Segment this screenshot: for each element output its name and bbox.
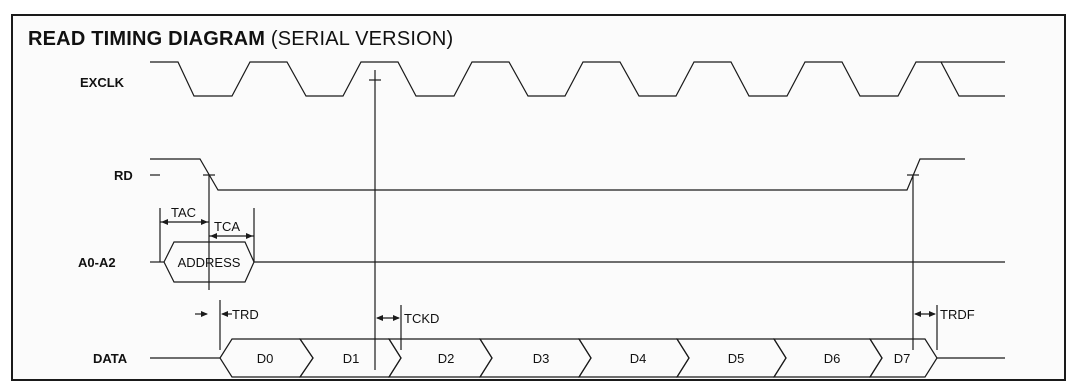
tac-arrowhead-right [201, 219, 208, 225]
data-word-d1: D1 [343, 351, 360, 366]
title-bold: READ TIMING DIAGRAM [28, 28, 266, 50]
trd-arrowhead-right [221, 311, 228, 317]
data-word-d0: D0 [257, 351, 274, 366]
signal-label-rd: RD [114, 168, 133, 183]
timing-label-tckd: TCKD [404, 311, 439, 326]
signal-label-addr: A0-A2 [78, 255, 116, 270]
timing-label-trd: TRD [232, 307, 259, 322]
diagram-title: READ TIMING DIAGRAM (SERIAL VERSION) [28, 28, 453, 51]
trdf-arrowhead-right [929, 311, 936, 317]
trd-arrowhead-left [201, 311, 208, 317]
tca-arrowhead-left [210, 233, 217, 239]
data-word-d6: D6 [824, 351, 841, 366]
tckd-arrowhead-left [376, 315, 383, 321]
data-bus-d7 [868, 338, 938, 378]
timing-label-tca: TCA [214, 219, 240, 234]
address-label: ADDRESS [178, 255, 241, 270]
tckd-arrowhead-right [393, 315, 400, 321]
timing-label-tac: TAC [171, 205, 196, 220]
signal-label-data: DATA [93, 351, 128, 366]
trdf-arrowhead-left [914, 311, 921, 317]
tca-arrowhead-right [246, 233, 253, 239]
data-word-d2: D2 [438, 351, 455, 366]
rd-waveform [150, 158, 965, 191]
diagram-frame [11, 14, 1066, 381]
tac-arrowhead-left [161, 219, 168, 225]
data-word-d4: D4 [630, 351, 647, 366]
signal-label-exclk: EXCLK [80, 75, 125, 90]
data-word-d3: D3 [533, 351, 550, 366]
timing-label-trdf: TRDF [940, 307, 975, 322]
exclk-waveform [150, 61, 1005, 97]
data-word-d5: D5 [728, 351, 745, 366]
data-word-d7: D7 [894, 351, 911, 366]
title-subtitle: (SERIAL VERSION) [265, 28, 454, 50]
